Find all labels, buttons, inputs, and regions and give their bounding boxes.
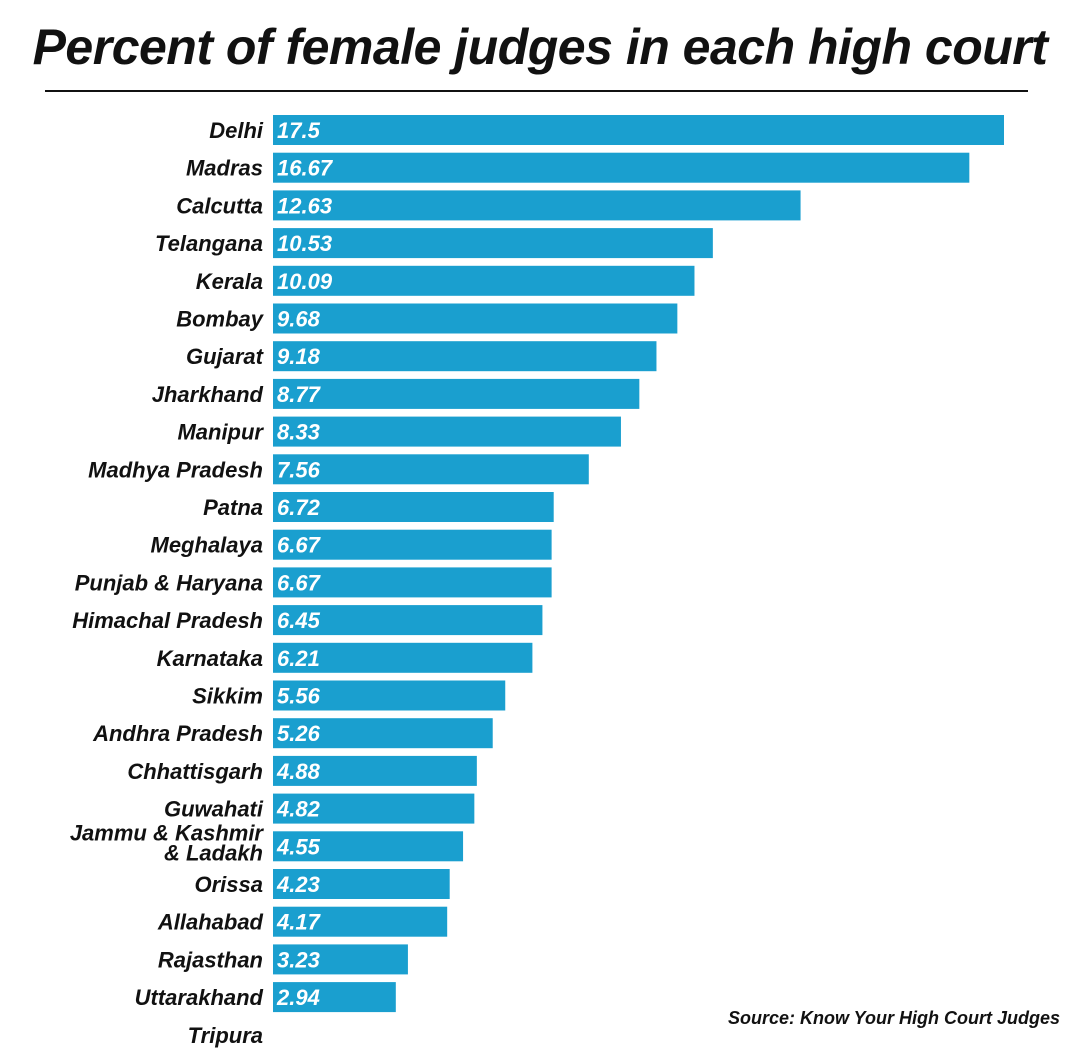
category-label: Uttarakhand xyxy=(135,985,264,1010)
value-label: 12.63 xyxy=(277,193,332,218)
value-label: 17.5 xyxy=(277,118,321,143)
bar xyxy=(273,605,543,636)
bar xyxy=(273,793,475,824)
category-label: Jharkhand xyxy=(152,382,264,407)
value-label: 3.23 xyxy=(277,947,320,972)
category-label: Bombay xyxy=(176,307,265,332)
category-label: Andhra Pradesh xyxy=(92,721,263,746)
value-label: 4.17 xyxy=(276,910,322,935)
value-label: 9.68 xyxy=(277,307,321,332)
bar xyxy=(273,642,533,673)
bar xyxy=(273,529,552,560)
category-label: Madras xyxy=(186,156,263,181)
category-label: Gujarat xyxy=(186,344,265,369)
bar xyxy=(273,567,552,598)
category-label: Orissa xyxy=(195,872,264,897)
value-label: 5.56 xyxy=(277,684,321,709)
value-label: 6.45 xyxy=(277,608,321,633)
value-label: 4.82 xyxy=(276,797,321,822)
bar xyxy=(273,680,506,711)
bar xyxy=(273,228,713,259)
category-label: Calcutta xyxy=(176,193,263,218)
bar xyxy=(273,869,450,899)
bar xyxy=(273,454,589,485)
bar xyxy=(273,190,801,221)
bar xyxy=(273,831,464,862)
category-label: Chhattisgarh xyxy=(127,759,263,784)
category-label: Punjab & Haryana xyxy=(75,570,263,595)
value-label: 8.33 xyxy=(277,420,320,445)
bar xyxy=(273,265,695,296)
bar xyxy=(273,416,621,447)
category-label: Sikkim xyxy=(192,684,263,709)
bar xyxy=(273,115,1004,145)
value-label: 10.09 xyxy=(277,269,333,294)
value-label: 4.55 xyxy=(276,834,321,859)
bar xyxy=(273,152,970,183)
category-label: Guwahati xyxy=(164,797,264,822)
value-label: 5.26 xyxy=(277,721,321,746)
category-label: Madhya Pradesh xyxy=(88,457,263,482)
bar xyxy=(273,944,408,975)
category-label: Rajasthan xyxy=(158,947,263,972)
value-label: 4.23 xyxy=(276,872,320,897)
category-label: Kerala xyxy=(196,269,263,294)
bar xyxy=(273,982,396,1013)
value-label: 7.56 xyxy=(277,457,321,482)
value-label: 6.67 xyxy=(277,570,322,595)
category-label: Meghalaya xyxy=(151,533,264,558)
category-label: Himachal Pradesh xyxy=(72,608,263,633)
value-label: 10.53 xyxy=(277,231,332,256)
bar xyxy=(273,718,493,749)
value-label: 4.88 xyxy=(276,759,321,784)
value-label: 16.67 xyxy=(277,156,334,181)
bar xyxy=(273,378,640,409)
value-label: 2.94 xyxy=(276,985,320,1010)
category-label: Tripura xyxy=(188,1023,263,1048)
bar xyxy=(273,303,678,334)
value-label: 8.77 xyxy=(277,382,322,407)
chart-title: Percent of female judges in each high co… xyxy=(32,19,1048,75)
value-label: 6.72 xyxy=(277,495,321,520)
bar xyxy=(273,492,554,522)
category-label: Manipur xyxy=(177,420,264,445)
value-label: 9.18 xyxy=(277,344,321,369)
category-label: Karnataka xyxy=(157,646,263,671)
category-label: Telangana xyxy=(155,231,263,256)
title-rule xyxy=(45,90,1028,92)
category-label: Jammu & Kashmir & Ladakh xyxy=(70,820,265,865)
value-label: 6.21 xyxy=(277,646,320,671)
bar xyxy=(273,906,448,937)
source-note: Source: Know Your High Court Judges xyxy=(727,1008,1060,1028)
category-label: Allahabad xyxy=(157,910,264,935)
category-label: Delhi xyxy=(209,118,264,143)
value-label: 6.67 xyxy=(277,533,322,558)
bar xyxy=(273,755,477,786)
bar xyxy=(273,341,657,372)
category-label: Patna xyxy=(203,495,263,520)
